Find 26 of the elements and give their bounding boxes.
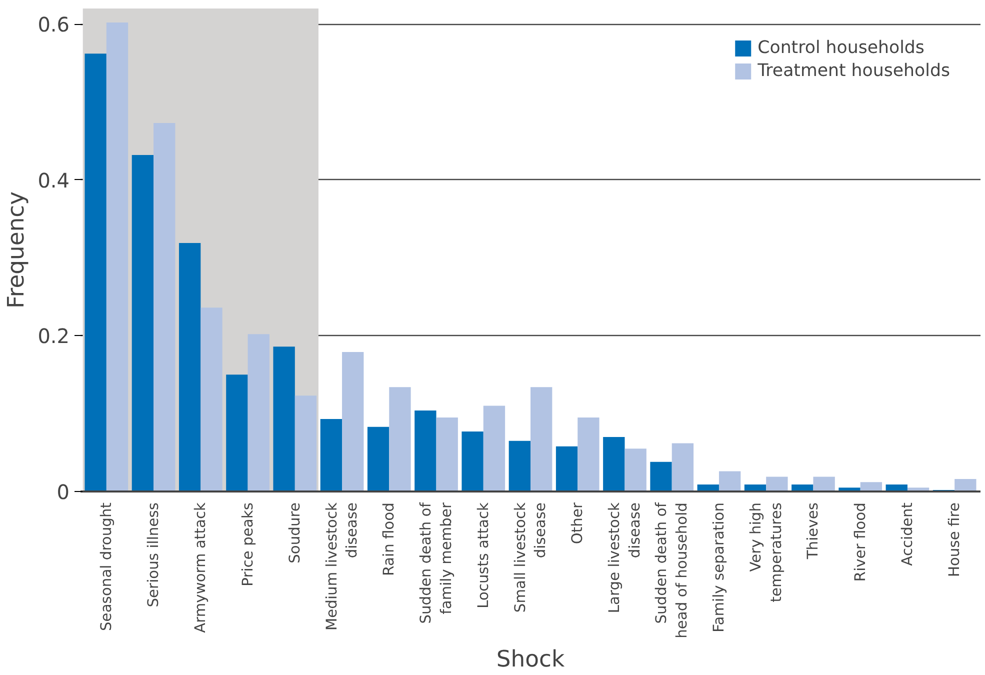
x-tick-label: Thieves xyxy=(804,502,822,560)
x-axis-title: Shock xyxy=(496,646,566,672)
x-tick-label: River flood xyxy=(852,502,869,582)
x-tick-label: Other xyxy=(569,502,586,544)
x-tick-label: Soudure xyxy=(286,502,304,564)
x-tick-label: Price peaks xyxy=(239,502,256,586)
x-tick-label: Medium livestock disease xyxy=(323,502,361,630)
x-tick-label: Armyworm attack xyxy=(192,502,210,633)
y-tick-label: 0.2 xyxy=(38,324,70,348)
x-tick-label: House fire xyxy=(946,502,964,578)
x-tick-label: Rain flood xyxy=(380,502,398,576)
x-tick-label: Small livestock disease xyxy=(512,502,550,613)
x-tick-label: Accident xyxy=(898,502,916,566)
x-tick-label: Serious illness xyxy=(145,502,162,608)
y-axis-title: Frequency xyxy=(4,191,30,309)
x-tick-label: Large livestock disease xyxy=(606,502,644,614)
x-tick-label: Seasonal drought xyxy=(98,502,115,632)
x-tick-label: Very high temperatures xyxy=(747,502,785,602)
legend-label: Control households xyxy=(758,38,924,58)
x-tick-label: Family separation xyxy=(710,502,728,632)
y-tick-label: 0 xyxy=(56,480,70,504)
x-tick-label: Sudden death of family member xyxy=(418,502,455,624)
x-tick-label: Locusts attack xyxy=(474,502,492,608)
y-tick-label: 0.4 xyxy=(38,168,70,192)
y-tick-label: 0.6 xyxy=(38,12,70,37)
legend-label: Treatment households xyxy=(758,61,950,81)
